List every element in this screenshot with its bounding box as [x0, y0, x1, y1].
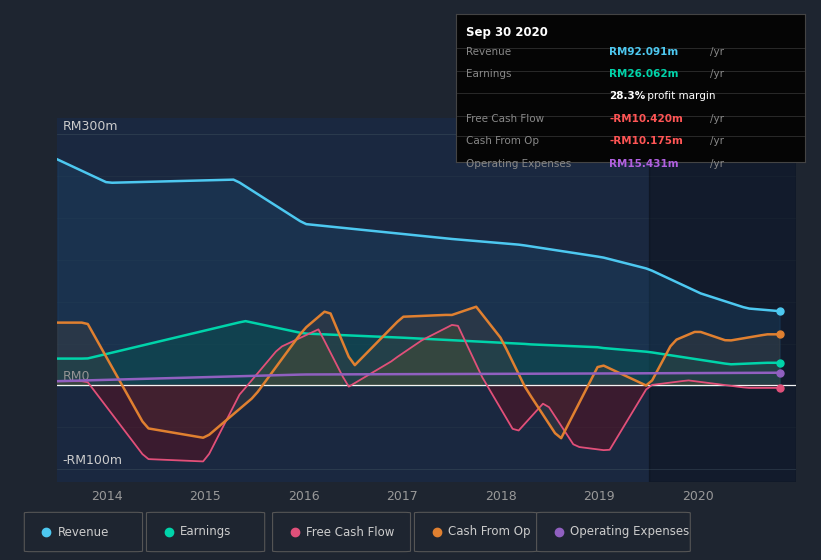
Text: Revenue: Revenue — [58, 525, 109, 539]
FancyBboxPatch shape — [25, 512, 143, 552]
FancyBboxPatch shape — [415, 512, 537, 552]
Text: Operating Expenses: Operating Expenses — [571, 525, 690, 539]
Text: Operating Expenses: Operating Expenses — [466, 159, 571, 169]
Text: -RM10.420m: -RM10.420m — [609, 114, 683, 124]
Text: Cash From Op: Cash From Op — [448, 525, 531, 539]
Text: /yr: /yr — [710, 136, 724, 146]
Text: Sep 30 2020: Sep 30 2020 — [466, 26, 548, 39]
Text: -RM100m: -RM100m — [62, 454, 122, 468]
Text: RM15.431m: RM15.431m — [609, 159, 679, 169]
FancyBboxPatch shape — [273, 512, 410, 552]
Text: profit margin: profit margin — [644, 91, 716, 101]
Text: /yr: /yr — [710, 159, 724, 169]
Text: RM26.062m: RM26.062m — [609, 69, 679, 79]
Text: Free Cash Flow: Free Cash Flow — [306, 525, 395, 539]
FancyBboxPatch shape — [146, 512, 264, 552]
Text: RM300m: RM300m — [62, 120, 118, 133]
Text: RM92.091m: RM92.091m — [609, 47, 678, 57]
Bar — [649, 118, 796, 482]
Text: Revenue: Revenue — [466, 47, 511, 57]
Text: Cash From Op: Cash From Op — [466, 136, 539, 146]
Text: Free Cash Flow: Free Cash Flow — [466, 114, 544, 124]
FancyBboxPatch shape — [537, 512, 690, 552]
Text: Earnings: Earnings — [181, 525, 232, 539]
Text: /yr: /yr — [710, 47, 724, 57]
Text: Earnings: Earnings — [466, 69, 511, 79]
Text: /yr: /yr — [710, 114, 724, 124]
Text: RM0: RM0 — [62, 370, 89, 383]
Text: 28.3%: 28.3% — [609, 91, 645, 101]
Text: -RM10.175m: -RM10.175m — [609, 136, 683, 146]
Text: /yr: /yr — [710, 69, 724, 79]
